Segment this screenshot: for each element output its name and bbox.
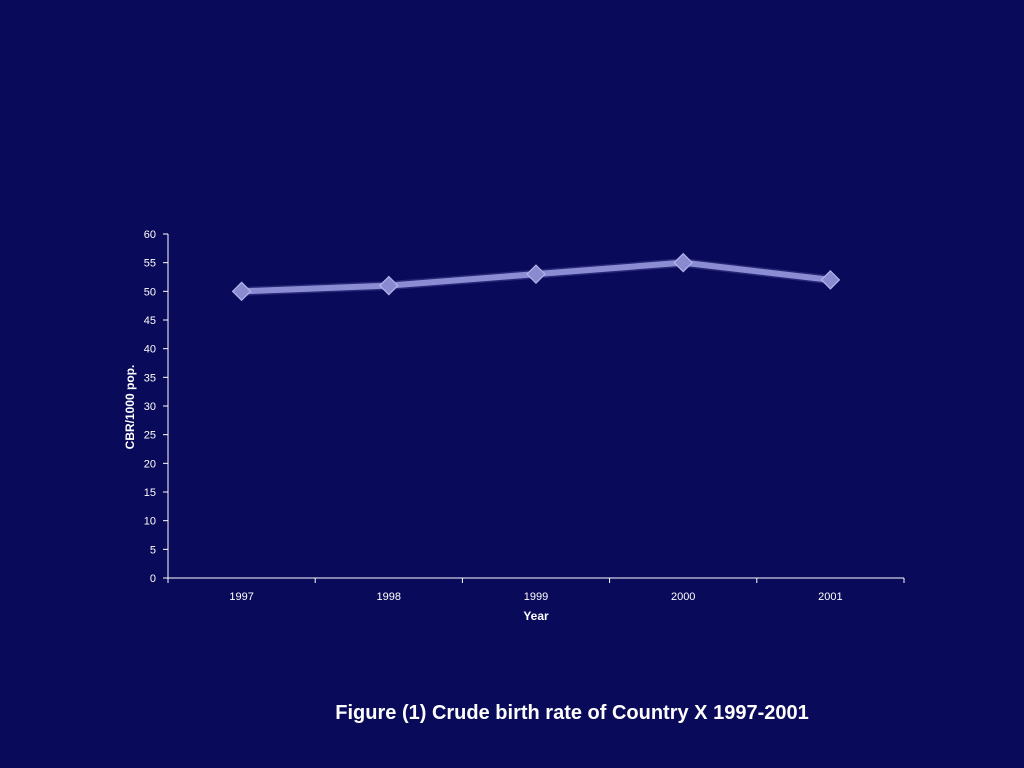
y-tick-label: 0 xyxy=(150,573,156,585)
y-tick-label: 35 xyxy=(144,372,156,384)
y-tick-label: 45 xyxy=(144,315,156,327)
y-tick-label: 5 xyxy=(150,544,156,556)
y-tick-label: 40 xyxy=(144,344,156,356)
x-tick-label: 1998 xyxy=(377,591,401,603)
x-axis: 1997 1998 1999 2000 2001 xyxy=(167,577,905,603)
x-tick-label: 1999 xyxy=(524,591,548,603)
x-axis-title: Year xyxy=(523,609,549,623)
y-tick-label: 10 xyxy=(144,516,156,528)
y-tick-label: 20 xyxy=(144,458,156,470)
figure-caption: Figure (1) Crude birth rate of Country X… xyxy=(335,702,809,724)
y-tick-label: 30 xyxy=(144,401,156,413)
y-tick-label: 55 xyxy=(144,258,156,270)
x-tick-label: 2001 xyxy=(818,591,842,603)
y-tick-label: 25 xyxy=(144,430,156,442)
y-axis: 0 5 10 15 20 25 30 35 40 45 50 55 60 xyxy=(144,229,169,585)
data-point-marker xyxy=(231,281,252,302)
series-cbr xyxy=(231,252,841,302)
data-point-marker xyxy=(820,270,841,290)
x-tick-label: 1997 xyxy=(229,591,253,603)
y-tick-label: 15 xyxy=(144,487,156,499)
x-tick-label: 2000 xyxy=(671,591,695,603)
y-tick-label: 60 xyxy=(144,229,156,241)
y-tick-label: 50 xyxy=(144,286,156,298)
y-axis-title: CBR/1000 pop. xyxy=(123,365,137,450)
data-point-marker xyxy=(526,264,546,284)
data-point-marker xyxy=(378,275,399,296)
data-point-marker xyxy=(673,252,694,273)
